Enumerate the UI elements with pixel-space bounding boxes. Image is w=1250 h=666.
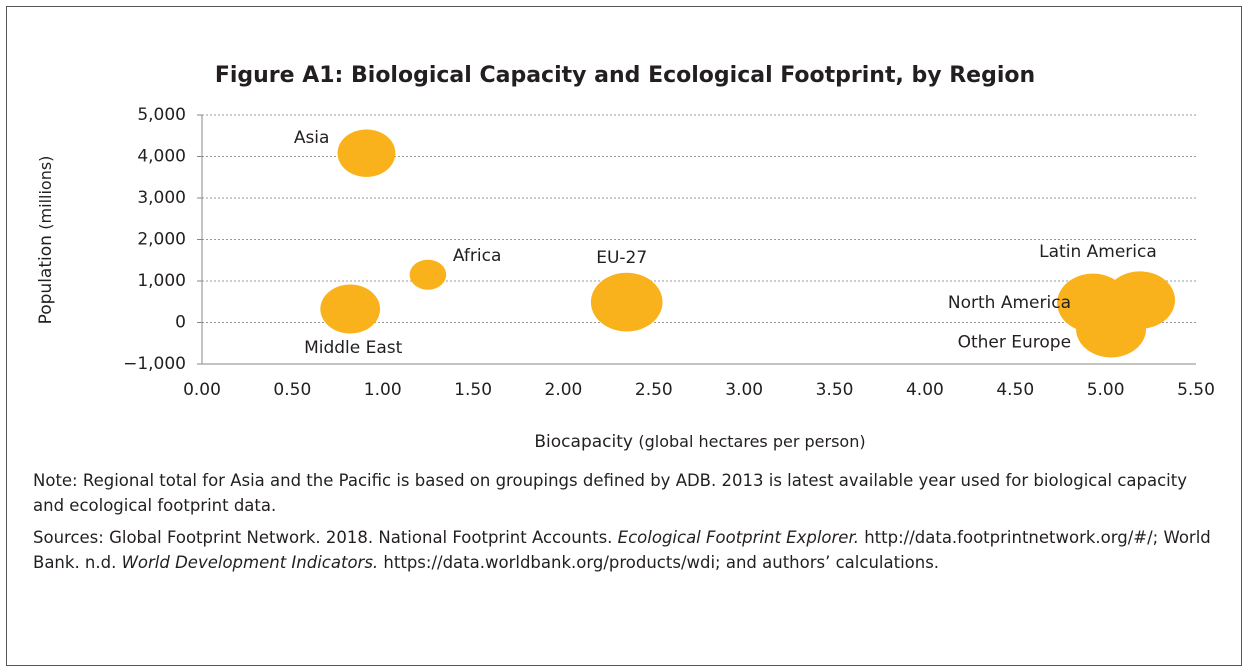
x-tick-label: 4.00	[906, 380, 944, 400]
bubble	[1076, 300, 1147, 358]
source-segment: World Development Indicators.	[121, 553, 379, 572]
x-label-unit: (global hectares per person)	[638, 432, 865, 451]
x-tick-label: 5.50	[1177, 380, 1215, 400]
bubble-label: Asia	[294, 128, 330, 148]
source-segment: Sources: Global Footprint Network. 2018.…	[33, 528, 618, 547]
x-tick-label: 2.00	[545, 380, 583, 400]
x-label-main: Biocapacity	[534, 432, 633, 452]
y-tick-label: 3,000	[137, 188, 186, 208]
bubble-label: Other Europe	[958, 333, 1071, 353]
sources: Sources: Global Footprint Network. 2018.…	[33, 525, 1223, 575]
y-tick-label: −1,000	[123, 354, 186, 374]
source-segment: Ecological Footprint Explorer.	[617, 528, 859, 547]
chart: Figure A1: Biological Capacity and Ecolo…	[36, 63, 1215, 453]
x-tick-label: 3.50	[816, 380, 854, 400]
x-tick-label: 4.50	[996, 380, 1034, 400]
bubble-label: Africa	[453, 246, 502, 266]
bubble-label: EU-27	[596, 248, 647, 268]
bubble	[320, 284, 381, 334]
y-axis-label: Population (millions)	[36, 156, 57, 325]
note: Note: Regional total for Asia and the Pa…	[33, 471, 1187, 515]
chart-title: Figure A1: Biological Capacity and Ecolo…	[215, 63, 1035, 88]
bubble	[590, 272, 663, 332]
x-tick-label: 0.00	[183, 380, 221, 400]
x-tick-label: 1.00	[364, 380, 402, 400]
x-tick-label: 3.00	[725, 380, 763, 400]
x-axis-label: Biocapacity (global hectares per person)	[534, 432, 865, 453]
bubble	[337, 129, 396, 177]
x-tick-label: 0.50	[273, 380, 311, 400]
x-tick-label: 1.50	[454, 380, 492, 400]
y-tick-label: 4,000	[137, 147, 186, 167]
y-tick-label: 1,000	[137, 271, 186, 291]
bubble	[409, 259, 447, 290]
y-tick-label: 5,000	[137, 105, 186, 125]
x-tick-label: 5.00	[1087, 380, 1125, 400]
bubble-label: Middle East	[304, 338, 403, 358]
y-label-main: Population	[36, 235, 56, 324]
bubble-label: North America	[948, 293, 1071, 313]
y-tick-label: 2,000	[137, 230, 186, 250]
y-label-unit: (millions)	[36, 156, 55, 230]
source-segment: https://data.worldbank.org/products/wdi;…	[378, 553, 940, 572]
bubble-label: Latin America	[1039, 242, 1157, 262]
x-tick-label: 2.50	[635, 380, 673, 400]
y-tick-label: 0	[175, 313, 186, 333]
source-segment: http://data.footprintnetwork.org/#/; Wor…	[33, 528, 1211, 572]
